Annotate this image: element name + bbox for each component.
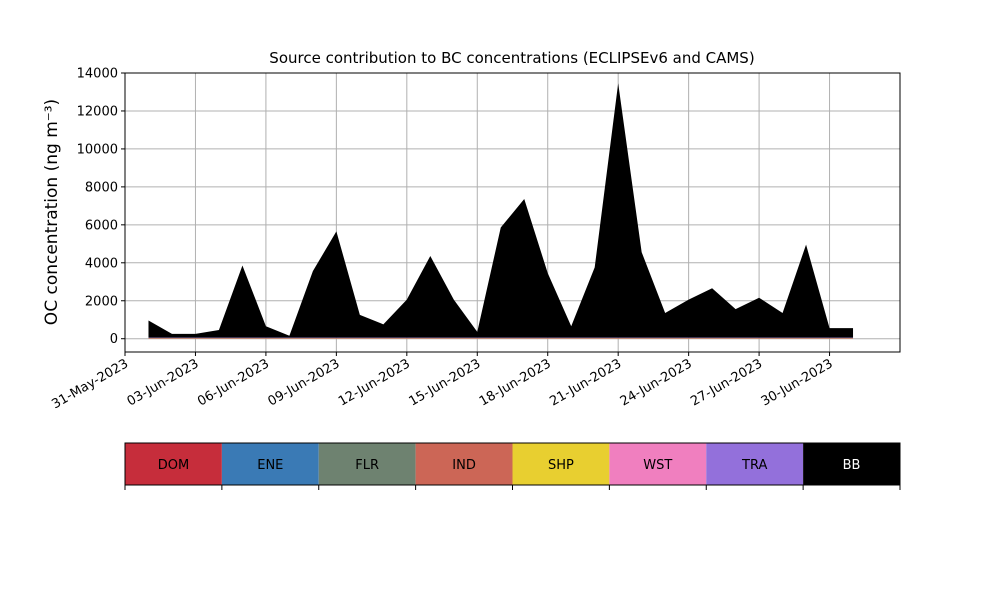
area xyxy=(148,83,854,338)
legend-swatch xyxy=(318,443,416,485)
x-tick-label: 31-May-2023 xyxy=(49,356,131,412)
legend-swatch xyxy=(512,443,610,485)
legend-swatch xyxy=(125,443,222,485)
y-tick-label: 10000 xyxy=(77,142,118,157)
legend-label: SHP xyxy=(548,458,574,473)
x-tick-label: 15-Jun-2023 xyxy=(406,356,483,409)
legend-label: DOM xyxy=(158,458,189,473)
plot-frame xyxy=(124,72,901,353)
chart-title: Source contribution to BC concentrations… xyxy=(269,49,754,67)
x-tick-label: 12-Jun-2023 xyxy=(336,356,413,409)
x-tick-label: 30-Jun-2023 xyxy=(759,356,836,409)
y-tick-label: 6000 xyxy=(85,218,118,233)
legend-swatch xyxy=(221,443,319,485)
y-tick-label: 0 xyxy=(110,332,118,347)
x-tick-label: 18-Jun-2023 xyxy=(477,356,554,409)
legend-label: ENE xyxy=(257,458,283,473)
legend-swatch xyxy=(803,443,900,485)
x-tick-label: 09-Jun-2023 xyxy=(266,356,343,409)
legend-swatch xyxy=(609,443,707,485)
x-tick-label: 06-Jun-2023 xyxy=(195,356,272,409)
y-tick-label: 12000 xyxy=(77,104,118,119)
x-tick-label: 03-Jun-2023 xyxy=(125,356,202,409)
y-tick-label: 8000 xyxy=(85,180,118,195)
legend-label: IND xyxy=(452,458,476,473)
legend-label: TRA xyxy=(741,458,767,473)
legend-label: FLR xyxy=(355,458,379,473)
legend-swatch xyxy=(706,443,804,485)
y-axis-label: OC concentration (ng m⁻³) xyxy=(42,99,62,325)
x-tick-label: 27-Jun-2023 xyxy=(688,356,765,409)
legend-label: WST xyxy=(643,458,672,473)
y-tick-label: 2000 xyxy=(85,294,118,309)
legend-label: BB xyxy=(843,458,861,473)
x-tick-label: 21-Jun-2023 xyxy=(547,356,624,409)
x-tick-label: 24-Jun-2023 xyxy=(618,356,695,409)
y-tick-label: 14000 xyxy=(77,67,118,82)
y-tick-label: 4000 xyxy=(85,256,118,271)
legend-swatch xyxy=(415,443,513,485)
